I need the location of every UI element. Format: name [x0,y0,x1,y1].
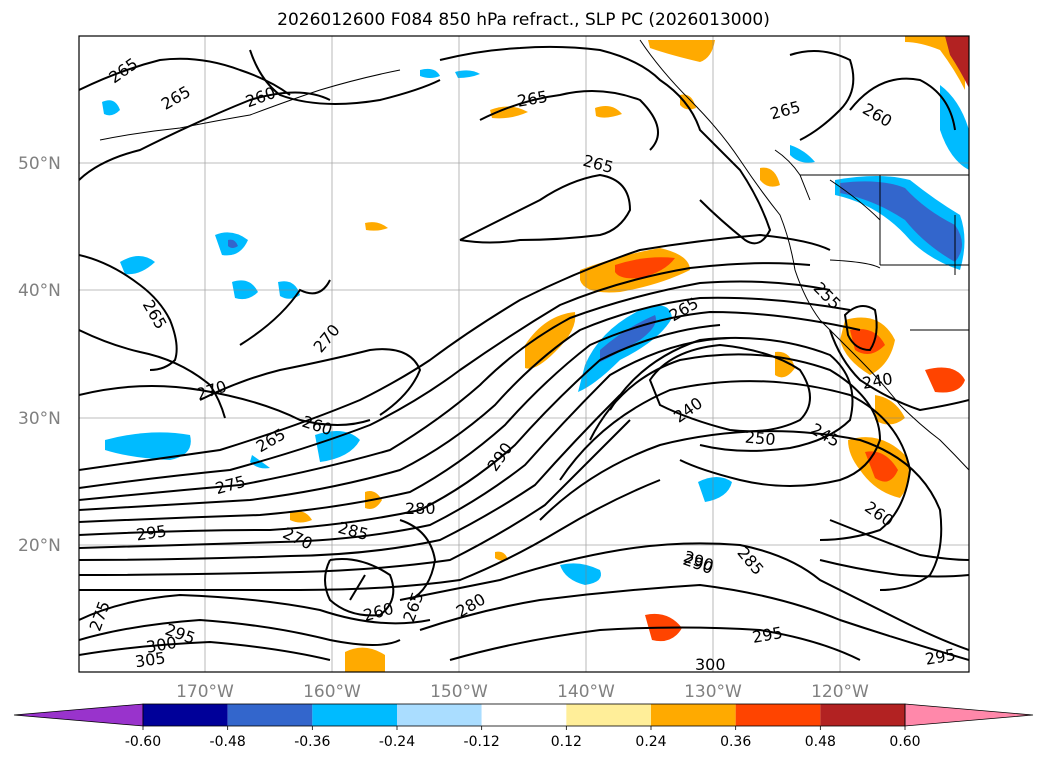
colorbar-segment [566,704,651,726]
lon-tick-label: 120°W [811,682,869,702]
positive-anomaly-patch [760,167,780,187]
negative-anomaly-patch [315,431,360,462]
lat-tick-label: 40°N [18,281,61,301]
chart-title: 2026012600 F084 850 hPa refract., SLP PC… [277,10,770,30]
positive-anomaly-patch [525,312,576,369]
colorbar-tick-label: -0.36 [294,734,330,750]
negative-anomaly-patch [840,181,962,262]
colorbar-segment [735,704,821,726]
colorbar-segment [312,704,397,726]
lon-tick-label: 130°W [684,682,742,702]
positive-anomaly-patch [490,106,528,119]
negative-anomaly-patch [228,239,238,248]
positive-anomaly-patch [648,40,715,62]
contour-label: 280 [405,499,436,518]
colorbar-segment [397,704,482,726]
contour-label: 300 [695,655,726,674]
colorbar-segment [481,704,567,726]
negative-anomaly-patch [698,477,732,502]
lat-tick-label: 30°N [18,409,61,429]
negative-anomaly-patch [560,563,601,585]
negative-anomaly-patch [105,432,191,460]
negative-anomaly-patch [455,70,480,78]
colorbar-extend-high [904,703,1034,727]
colorbar-tick-label: -0.24 [379,734,415,750]
colorbar-segment [820,704,905,726]
contour-label: 295 [135,521,168,544]
coastlines [99,39,969,471]
colorbar-segment [143,704,228,726]
lat-tick-label: 50°N [18,154,61,174]
negative-anomaly-patch [120,256,155,275]
lon-tick-label: 140°W [557,682,615,702]
colorbar-tick-label: -0.60 [125,734,161,750]
positive-anomaly-patch [595,106,622,118]
colorbar-tick-label: 0.12 [551,734,582,750]
colorbar-segment [651,704,736,726]
contours [79,45,969,661]
colorbar-tick-label: 0.24 [635,734,666,750]
negative-anomaly-patch [102,100,120,116]
negative-anomaly-patch [600,315,656,362]
colorbar-tick-label: 0.48 [805,734,836,750]
colorbar-tick-label: -0.48 [210,734,246,750]
lat-tick-label: 20°N [18,536,61,556]
colorbar-frame [142,703,906,727]
map-area [79,36,969,672]
contour-label: 250 [744,428,776,450]
lon-tick-label: 150°W [430,682,488,702]
colorbar-tick-label: -0.12 [464,734,500,750]
lon-tick-label: 170°W [176,682,234,702]
positive-anomaly-patch [615,257,675,279]
lon-axis: 170°W 160°W 150°W 140°W 130°W 120°W [176,682,869,702]
contour-label: 305 [134,648,167,671]
positive-anomaly-patch [345,647,385,672]
colorbar-tick-label: 0.60 [889,734,920,750]
positive-anomaly-patch [865,451,898,482]
positive-anomaly-patch [495,551,508,561]
colorbar-extend-low [13,703,144,727]
lon-tick-label: 160°W [303,682,361,702]
negative-anomaly-patch [790,145,815,163]
negative-anomaly-patch [420,68,440,78]
positive-anomaly-patch [365,222,388,231]
lat-axis: 20°N 30°N 40°N 50°N [18,154,61,556]
colorbar: -0.60 -0.48 -0.36 -0.24 -0.12 0.12 0.24 0.36 0.4… [13,703,1034,750]
positive-anomaly-patch [290,511,312,523]
positive-anomaly-patch [945,36,969,88]
positive-anomaly-patch [680,94,696,110]
positive-anomaly-patch [925,367,965,393]
colorbar-segment [227,704,313,726]
colorbar-tick-label: 0.36 [720,734,751,750]
map-border [78,35,970,673]
